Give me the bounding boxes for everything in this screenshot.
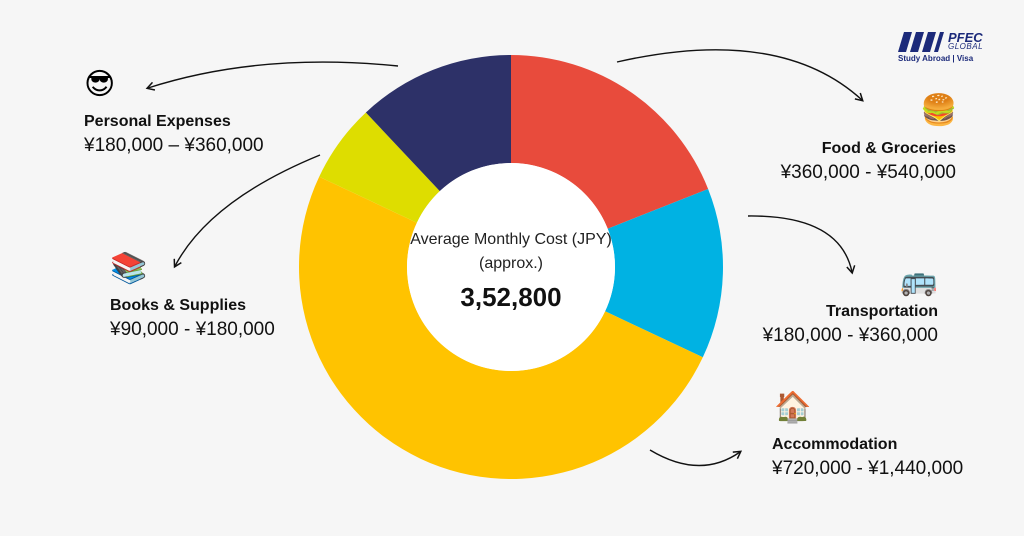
- callout-arrows: [145, 49, 864, 467]
- legend-personal-expenses: Personal Expenses ¥180,000 – ¥360,000: [84, 113, 264, 157]
- arrow-food-groceries: [616, 49, 864, 102]
- category-range: ¥180,000 - ¥360,000: [762, 325, 938, 346]
- logo-sub: GLOBAL: [948, 42, 984, 51]
- category-name: Personal Expenses: [84, 113, 231, 130]
- center-title: Average Monthly Cost (JPY) (approx.): [410, 231, 612, 272]
- category-name: Transportation: [825, 303, 938, 320]
- slice-food-groceries: [511, 55, 709, 229]
- logo-brand: PFEC: [948, 30, 983, 45]
- slice-books-supplies: [319, 112, 440, 223]
- donut-hole: [407, 163, 615, 371]
- logo-tagline: Study Abroad | Visa: [898, 54, 974, 63]
- sunglasses-face-icon: 😎: [84, 68, 116, 101]
- arrow-personal-expenses: [145, 61, 399, 91]
- books-icon: 📚: [110, 252, 148, 285]
- legend-transportation: Transportation ¥180,000 - ¥360,000: [730, 303, 938, 347]
- slice-personal-expenses: [365, 55, 511, 192]
- category-range: ¥90,000 - ¥180,000: [110, 319, 275, 340]
- center-summary: Average Monthly Cost (JPY) (approx.) 3,5…: [400, 228, 622, 313]
- legend-books-supplies: Books & Supplies ¥90,000 - ¥180,000: [110, 297, 275, 341]
- slice-transportation: [605, 188, 723, 358]
- legend-food-groceries: Food & Groceries ¥360,000 - ¥540,000: [748, 140, 956, 184]
- donut-chart: [299, 55, 723, 479]
- bus-icon: 🚌: [900, 264, 938, 297]
- house-icon: 🏠: [774, 391, 812, 424]
- slice-accommodation: [299, 176, 703, 479]
- category-name: Accommodation: [772, 436, 898, 453]
- arrow-accommodation: [649, 449, 743, 467]
- category-name: Food & Groceries: [821, 140, 956, 157]
- category-range: ¥180,000 – ¥360,000: [84, 135, 264, 156]
- category-range: ¥720,000 - ¥1,440,000: [772, 458, 964, 479]
- arrow-transportation: [747, 215, 856, 275]
- legend-accommodation: Accommodation ¥720,000 - ¥1,440,000: [772, 436, 963, 480]
- category-name: Books & Supplies: [110, 297, 247, 314]
- category-range: ¥360,000 - ¥540,000: [780, 162, 956, 183]
- hamburger-icon: 🍔: [920, 94, 958, 127]
- center-value: 3,52,800: [460, 282, 562, 312]
- arrow-books-supplies: [173, 154, 321, 269]
- logo-stripes-icon: [898, 32, 944, 52]
